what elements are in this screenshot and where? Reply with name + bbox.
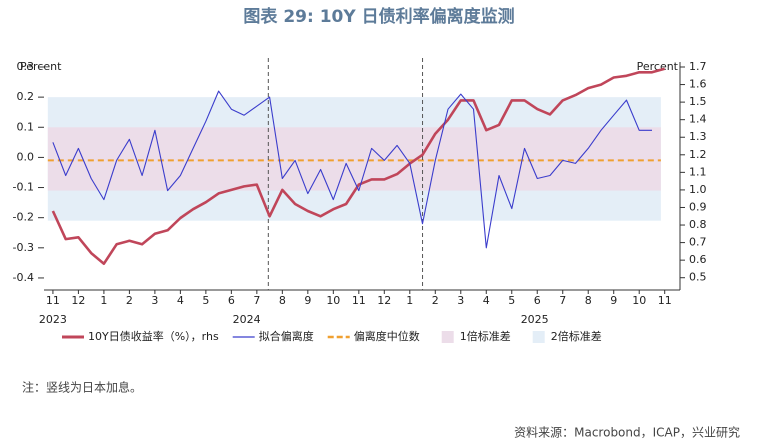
y2-tick-label: 1.5 [689, 95, 707, 108]
y2-tick-label: 1.2 [689, 148, 707, 161]
legend-swatch [441, 331, 454, 343]
x-tick-label: 5 [202, 294, 209, 307]
y2-tick-label: 0.6 [689, 253, 707, 266]
y-tick-label: 0.3 [17, 60, 35, 73]
x-tick-label: 11 [352, 294, 366, 307]
y2-tick-label: 1.0 [689, 183, 707, 196]
y2-tick-label: 0.7 [689, 236, 707, 249]
x-tick-label: 6 [228, 294, 235, 307]
series-line [52, 90, 652, 249]
x-tick-label: 6 [534, 294, 541, 307]
y-tick-label: -0.2 [13, 211, 34, 224]
y-tick-label: -0.1 [13, 181, 34, 194]
y-tick-label: 0.1 [17, 120, 35, 133]
x-tick-label: 11 [46, 294, 60, 307]
source: 资料来源：Macrobond，ICAP，兴业研究 [514, 425, 740, 440]
legend-label: 偏离度中位数 [354, 329, 420, 343]
x-tick-label: 2 [432, 294, 439, 307]
y2-tick-label: 1.4 [689, 113, 707, 126]
x-tick-label: 1 [406, 294, 413, 307]
x-tick-label: 3 [151, 294, 158, 307]
x-tick-label: 3 [457, 294, 464, 307]
x-tick-label: 9 [304, 294, 311, 307]
y2-tick-label: 1.3 [689, 130, 707, 143]
x-tick-label: 4 [483, 294, 490, 307]
year-label: 2023 [39, 313, 67, 326]
x-tick-label: 12 [71, 294, 85, 307]
y-tick-label: 0.0 [17, 150, 35, 163]
x-tick-label: 11 [658, 294, 672, 307]
x-tick-label: 2 [126, 294, 133, 307]
y2-tick-label: 0.5 [689, 271, 707, 284]
chart-title: 图表 29: 10Y 日债利率偏离度监测 [243, 6, 514, 27]
y-tick-label: -0.4 [13, 271, 34, 284]
y2-tick-label: 0.9 [689, 200, 707, 213]
x-tick-label: 7 [253, 294, 260, 307]
footnote: 注：竖线为日本加息。 [22, 380, 142, 395]
legend-swatch [532, 331, 545, 343]
legend-label: 1倍标准差 [460, 329, 511, 343]
y-tick-label: 0.2 [17, 90, 35, 103]
x-tick-label: 7 [559, 294, 566, 307]
y2-axis-label: Percent [637, 60, 679, 73]
year-label: 2025 [521, 313, 549, 326]
legend-label: 拟合偏离度 [259, 329, 314, 343]
y2-tick-label: 1.1 [689, 165, 707, 178]
y-tick-label: -0.3 [13, 241, 34, 254]
x-tick-label: 5 [508, 294, 515, 307]
x-tick-label: 4 [177, 294, 184, 307]
x-tick-label: 10 [632, 294, 646, 307]
x-tick-label: 9 [610, 294, 617, 307]
x-tick-label: 10 [326, 294, 340, 307]
x-tick-label: 8 [279, 294, 286, 307]
y2-tick-label: 1.6 [689, 78, 707, 91]
x-tick-label: 12 [377, 294, 391, 307]
legend-label: 10Y日债收益率（%），rhs [88, 329, 219, 343]
year-label: 2024 [233, 313, 261, 326]
x-tick-label: 8 [585, 294, 592, 307]
y2-tick-label: 0.8 [689, 218, 707, 231]
series-line [51, 67, 666, 265]
legend-label: 2倍标准差 [551, 329, 602, 343]
x-tick-label: 1 [100, 294, 107, 307]
y2-tick-label: 1.7 [689, 60, 707, 73]
